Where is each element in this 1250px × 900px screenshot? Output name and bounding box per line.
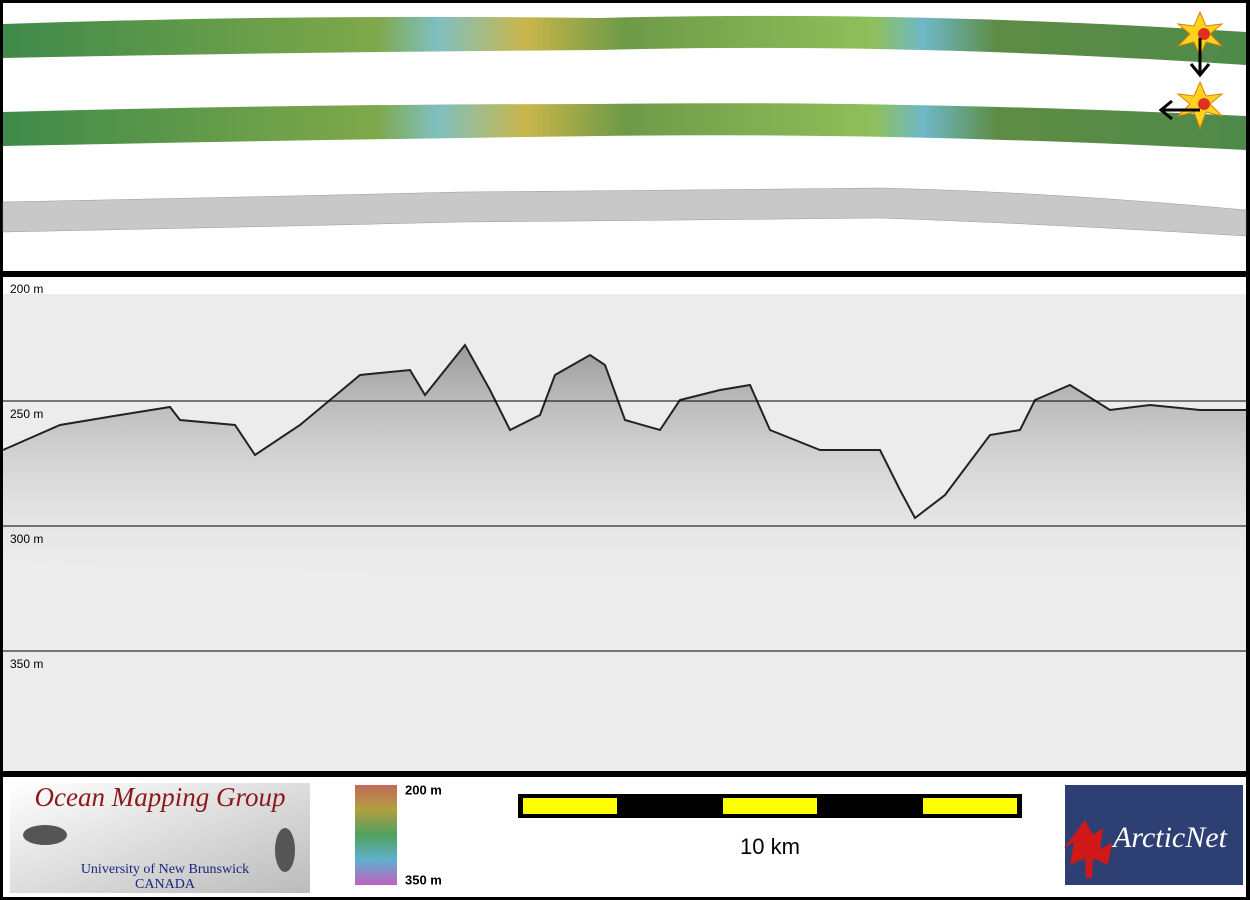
scale-segment [523, 798, 617, 814]
logo-shape [275, 828, 295, 872]
arrow-head [1189, 63, 1211, 78]
dot [1198, 28, 1210, 40]
dot [1198, 98, 1210, 110]
omg-title: Ocean Mapping Group [35, 782, 286, 812]
sub-bottom-echo [3, 345, 1246, 600]
arrow-head [1158, 99, 1173, 121]
depth-label: 250 m [10, 407, 43, 421]
seafloor [2, 343, 1246, 520]
color-scale-top: 200 m [405, 782, 442, 797]
scale-label: 10 km [740, 834, 800, 859]
omg-university: University of New Brunswick [81, 862, 249, 877]
profile-top [3, 277, 1246, 294]
position-marker [1158, 10, 1224, 130]
depth-label: 350 m [10, 657, 43, 671]
color-scale-bottom: 350 m [405, 872, 442, 887]
swath-strip [3, 103, 1246, 150]
color-scale [355, 785, 397, 885]
logo-shape [23, 825, 67, 845]
depth-label: 200 m [10, 282, 43, 296]
omg-country: CANADA [135, 877, 196, 892]
arcticnet-text: ArcticNet [1111, 821, 1228, 854]
maple-leaf [1064, 820, 1112, 878]
depth-label: 300 m [10, 532, 43, 546]
backscatter-strip [2, 187, 1247, 237]
scale-segment [723, 798, 817, 814]
swath-strip [3, 15, 1246, 65]
scale-segment [923, 798, 1017, 814]
